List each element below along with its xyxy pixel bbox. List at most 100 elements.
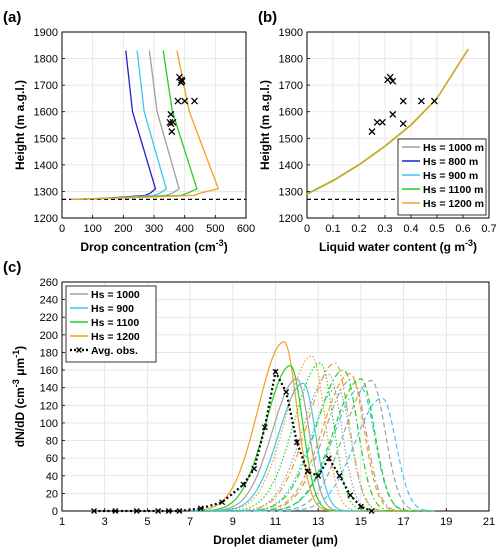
legend-entry: Hs = 1100 m	[423, 184, 483, 196]
legend-entry: Hs = 1200	[91, 331, 140, 343]
obs-marker	[167, 120, 175, 128]
y-tick-label: 60	[46, 453, 58, 465]
x-axis-label: Drop concentration (cm-3)	[80, 238, 227, 254]
obs-marker	[181, 97, 189, 105]
obs-line	[94, 368, 373, 513]
obs-marker	[219, 499, 226, 506]
obs-marker	[240, 481, 247, 488]
x-tick-label: 0.1	[325, 223, 340, 235]
x-tick-label: 0	[304, 223, 310, 235]
y-axis-label: dN/dD (cm-3 μm-1)	[11, 346, 27, 447]
distribution-line-3	[190, 382, 435, 512]
x-tick-label: 17	[397, 516, 409, 528]
x-tick-label: 400	[175, 223, 193, 235]
series-line-0	[71, 50, 157, 201]
obs-marker	[293, 439, 300, 446]
obs-marker	[112, 508, 119, 514]
legend-entry: Hs = 900 m	[423, 170, 478, 182]
y-tick-label: 260	[40, 277, 58, 289]
x-tick-label: 11	[270, 516, 281, 528]
y-axis-label: Height (m a.g.l.)	[258, 80, 272, 170]
obs-marker	[357, 503, 364, 510]
obs-marker	[368, 128, 376, 136]
plot-frame	[61, 281, 490, 512]
obs-marker	[197, 505, 204, 512]
y-tick-label: 160	[40, 365, 58, 377]
y-tick-label: 1800	[34, 54, 58, 66]
x-tick-label: 600	[237, 223, 255, 235]
y-tick-label: 1300	[34, 186, 58, 198]
x-tick-label: 0.2	[351, 223, 366, 235]
y-tick-label: 1900	[34, 27, 58, 39]
x-tick-label: 100	[83, 223, 101, 235]
obs-marker	[336, 472, 343, 479]
x-tick-label: 5	[144, 516, 150, 528]
obs-marker	[386, 73, 394, 81]
y-tick-label: 1900	[279, 27, 303, 39]
obs-marker	[304, 468, 311, 475]
distribution-line-4	[190, 355, 435, 512]
legend-entry: Avg. obs.	[91, 345, 138, 357]
obs-marker	[91, 508, 97, 514]
x-tick-label: 9	[230, 516, 236, 528]
obs-marker	[389, 77, 397, 85]
x-tick-label: 21	[483, 516, 495, 528]
x-tick-label: 500	[206, 223, 224, 235]
obs-marker	[417, 97, 425, 105]
series-line-4	[71, 50, 220, 201]
panel-2: 1 3 5 7 9 11 13 15 17 19 2102040608010012014016018…	[3, 259, 495, 547]
x-tick-label: 0.3	[377, 223, 392, 235]
obs-marker	[368, 508, 375, 514]
obs-marker	[325, 455, 332, 462]
x-tick-label: 0.5	[429, 223, 444, 235]
y-tick-label: 1700	[279, 80, 303, 92]
distribution-line-6	[190, 373, 435, 512]
y-axis-label: Height (m a.g.l.)	[13, 80, 27, 170]
x-tick-label: 0.6	[455, 223, 470, 235]
obs-marker	[315, 472, 322, 479]
legend-entry: Hs = 1000	[91, 289, 140, 301]
y-tick-label: 1200	[34, 213, 58, 225]
obs-marker	[167, 110, 175, 118]
obs-marker	[165, 508, 172, 514]
y-tick-label: 1500	[279, 133, 303, 145]
y-tick-label: 1700	[34, 80, 58, 92]
distribution-line-15	[190, 397, 435, 512]
y-tick-label: 40	[46, 471, 58, 483]
distribution-line-12	[190, 372, 435, 512]
obs-marker	[191, 97, 198, 105]
y-tick-label: 180	[40, 347, 58, 359]
panel-label: (b)	[258, 9, 277, 26]
obs-marker	[378, 118, 386, 126]
panel-label: (a)	[3, 9, 21, 26]
x-tick-label: 19	[440, 516, 452, 528]
y-tick-label: 220	[40, 312, 58, 324]
y-tick-label: 1600	[279, 107, 303, 119]
plot-frame	[306, 31, 490, 219]
series-line-3	[71, 50, 198, 201]
obs-marker	[373, 118, 381, 126]
legend-entry: Hs = 900	[91, 303, 134, 315]
y-tick-label: 0	[52, 506, 58, 518]
obs-marker	[178, 77, 186, 85]
x-tick-label: 0.4	[403, 223, 418, 235]
obs-marker	[176, 508, 183, 514]
legend-entry: Hs = 800 m	[423, 156, 478, 168]
obs-marker	[155, 508, 162, 514]
y-tick-label: 1500	[34, 133, 58, 145]
obs-marker	[261, 424, 268, 431]
y-tick-label: 1400	[279, 160, 303, 172]
x-tick-label: 1	[59, 516, 65, 528]
y-tick-label: 100	[40, 418, 58, 430]
legend-box	[65, 285, 157, 363]
distribution-line-14	[190, 379, 435, 512]
y-tick-label: 200	[40, 330, 58, 342]
obs-marker	[133, 508, 140, 514]
obs-marker	[399, 97, 407, 105]
y-tick-label: 140	[40, 383, 58, 395]
obs-marker	[389, 110, 397, 118]
legend-entry: Hs = 1100	[91, 317, 139, 329]
obs-marker	[272, 368, 279, 375]
panel-1: 0 0.1 0.2 0.3 0.4 0.5 0.6 0.7 1200 1300 1400 1500 16…	[258, 9, 497, 254]
